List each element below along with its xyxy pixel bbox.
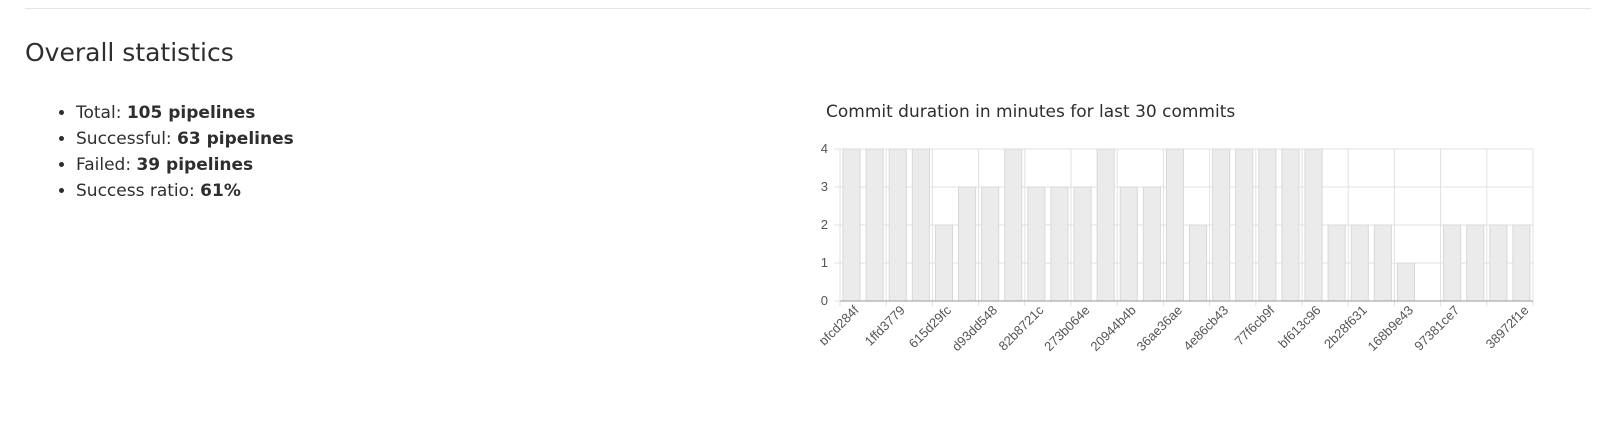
x-tick-label: bfcd284f: [820, 302, 862, 348]
x-tick-label: 4e86cb43: [1180, 303, 1231, 354]
stats-list: Total: 105 pipelines Successful: 63 pipe…: [48, 100, 294, 204]
stat-successful: Successful: 63 pipelines: [76, 126, 294, 152]
bar: [1512, 224, 1531, 302]
bar: [1096, 148, 1115, 302]
bar: [1050, 186, 1069, 302]
bar: [1212, 148, 1231, 302]
section-title: Overall statistics: [25, 38, 234, 67]
x-tick-label: 1ffd3779: [862, 303, 908, 349]
x-tick-label: 97381ce7: [1411, 303, 1462, 354]
stat-value: 105 pipelines: [126, 103, 256, 123]
bar: [911, 148, 930, 302]
bar: [1142, 186, 1161, 302]
bar: [1073, 186, 1092, 302]
stat-label: Total:: [76, 103, 127, 123]
x-tick-label: 273b064e: [1041, 303, 1093, 355]
stat-label: Success ratio:: [76, 181, 201, 201]
bar: [1281, 148, 1300, 302]
bar: [1350, 224, 1369, 302]
stat-value: 63 pipelines: [177, 129, 294, 149]
bar: [1027, 186, 1046, 302]
top-divider: [25, 8, 1591, 9]
bar: [1235, 148, 1254, 302]
stat-label: Failed:: [76, 155, 137, 175]
bar: [1466, 224, 1485, 302]
x-tick-label: 168b9e43: [1365, 303, 1417, 355]
x-tick-label: d93dd548: [949, 303, 1001, 355]
y-tick-label: 2: [821, 217, 828, 232]
x-tick-label: 20944b4b: [1087, 303, 1139, 355]
stat-label: Successful:: [76, 129, 178, 149]
bar: [1373, 224, 1392, 302]
bar: [1443, 224, 1462, 302]
x-tick-label: 615d29fc: [906, 302, 955, 351]
bar: [1304, 148, 1323, 302]
bar: [888, 148, 907, 302]
y-tick-label: 1: [821, 255, 828, 270]
x-tick-label: 82b8721c: [995, 302, 1046, 353]
x-tick-label: 36ae36ae: [1134, 303, 1186, 355]
commit-duration-chart: 0 1 2 3 4 bfcd284f 1ffd3779615d29fcd93dd54882b…: [820, 141, 1534, 355]
stat-failed: Failed: 39 pipelines: [76, 152, 294, 178]
y-tick-label: 0: [821, 293, 828, 308]
y-tick-label: 3: [821, 179, 828, 194]
bar: [1189, 224, 1208, 302]
bar: [865, 148, 884, 302]
bar: [1396, 262, 1416, 302]
x-tick-label: bf613c96: [1275, 303, 1323, 351]
bar: [1258, 148, 1277, 302]
x-tick-label: 77f6cb9f: [1232, 302, 1278, 348]
bar: [1327, 224, 1346, 302]
bar: [1119, 186, 1138, 302]
stat-value: 39 pipelines: [136, 155, 254, 175]
bar: [981, 186, 1000, 302]
stat-value: 61%: [200, 181, 241, 201]
y-tick-label: 4: [821, 141, 828, 156]
bar: [1489, 224, 1508, 302]
x-tick-label: 38972f1e: [1483, 303, 1532, 352]
stat-total: Total: 105 pipelines: [76, 100, 294, 126]
chart-title: Commit duration in minutes for last 30 c…: [826, 102, 1236, 122]
stat-success-ratio: Success ratio: 61%: [76, 178, 294, 204]
bar: [934, 224, 954, 302]
bar: [1165, 148, 1184, 302]
bar: [1004, 148, 1023, 302]
bar: [842, 148, 861, 302]
x-tick-label: 2b28f631: [1321, 303, 1370, 352]
bar: [958, 186, 977, 302]
